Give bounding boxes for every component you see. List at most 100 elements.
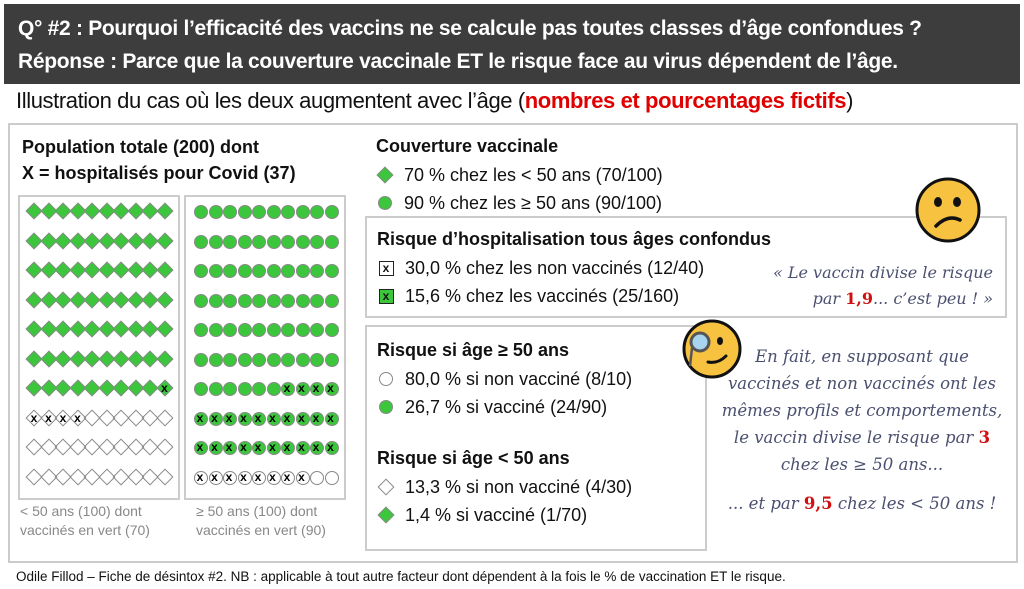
vaccinated-person — [324, 352, 339, 367]
monocle-face-icon — [682, 319, 742, 379]
vaccinated-person-hospitalized — [237, 441, 252, 455]
coverage-section: Couverture vaccinale 70 % chez les < 50 … — [376, 133, 663, 217]
vaccinated-person — [295, 293, 310, 308]
vaccinated-person — [223, 293, 237, 308]
vaccinated-person — [194, 293, 208, 308]
vaccinated-person — [310, 293, 324, 308]
unvaccinated-person-hospitalized — [281, 470, 295, 485]
vaccinated-person — [252, 323, 266, 337]
hospitalized-x-mark: x — [196, 410, 204, 425]
vaccinated-person — [295, 352, 310, 367]
vaccinated-person — [281, 264, 295, 278]
unvaccinated-person — [156, 409, 173, 426]
vaccinated-person-hospitalized — [281, 441, 295, 455]
under50-caption-line1: < 50 ans (100) dont — [20, 503, 142, 519]
unvaccinated-person-hospitalized — [266, 470, 281, 485]
vaccinated-person — [237, 352, 252, 367]
vaccinated-person — [295, 205, 310, 219]
hospitalized-x-mark: x — [298, 440, 305, 454]
under50-risk-unvaccinated: 13,3 % si non vacciné (4/30) — [405, 477, 633, 497]
vaccinated-person — [295, 264, 310, 278]
vaccinated-person — [208, 264, 223, 278]
hospitalized-x-mark: x — [240, 440, 247, 454]
green-circle-icon — [376, 196, 394, 210]
vaccinated-person — [324, 264, 339, 278]
explanation-line2: vaccinés et non vaccinés ont les — [727, 374, 997, 393]
x-mark: x — [378, 260, 394, 276]
population-title: Population totale (200) dont X = hospita… — [22, 134, 296, 186]
title-banner: Q° #2 : Pourquoi l’efficacité des vaccin… — [4, 4, 1020, 84]
vaccinated-person — [252, 264, 266, 278]
quote-value: 1,9 — [845, 289, 873, 308]
vaccinated-person — [223, 352, 237, 367]
under50-risk-title: Risque si âge < 50 ans — [377, 448, 570, 468]
vaccinated-person-hospitalized — [310, 382, 324, 396]
vaccinated-person — [324, 234, 339, 249]
vaccinated-person — [208, 205, 223, 219]
vaccinated-person — [281, 323, 295, 337]
vaccinated-person — [223, 234, 237, 249]
vaccinated-person-hospitalized — [324, 411, 339, 426]
white-circle-icon — [377, 372, 395, 386]
answer-text: Réponse : Parce que la couverture vaccin… — [18, 50, 898, 73]
vaccinated-person-hospitalized — [281, 411, 295, 426]
overall-risk-vaccinated: 15,6 % chez les vaccinés (25/160) — [405, 286, 680, 306]
hospitalized-x-mark: x — [269, 469, 276, 484]
main-panel — [8, 123, 1018, 563]
vaccinated-person-hospitalized — [324, 382, 339, 396]
hospitalized-x-mark: x — [269, 410, 276, 425]
under50-caption-line2: vaccinés en vert (70) — [20, 522, 150, 538]
vaccinated-person — [208, 382, 223, 396]
green-circle-icon — [377, 400, 395, 414]
vaccinated-person — [156, 350, 173, 367]
vaccinated-person — [194, 382, 208, 396]
vaccinated-person — [252, 205, 266, 219]
hospitalized-x-mark: x — [283, 440, 291, 454]
green-diamond-icon — [376, 166, 394, 184]
explanation-line5: chez les ≥ 50 ans... — [780, 455, 944, 474]
hospitalized-x-mark: x — [298, 469, 305, 484]
vaccinated-person — [194, 234, 208, 249]
vaccinated-person — [223, 382, 237, 396]
explanation-line6-post: chez les < 50 ans ! — [837, 494, 997, 513]
hospitalized-x-mark: x — [283, 410, 291, 425]
hospitalized-x-mark: x — [211, 440, 218, 454]
vaccinated-person-hospitalized — [310, 411, 324, 426]
over50-caption-line2: vaccinés en vert (90) — [196, 522, 326, 538]
hospitalized-x-mark: x — [211, 410, 218, 425]
vaccinated-person — [266, 323, 281, 337]
hospitalized-x-mark: x — [327, 381, 334, 395]
explanation-line3: mêmes profils et comportements, — [721, 401, 1003, 420]
vaccinated-person — [252, 382, 266, 396]
over50-risk-vaccinated: 26,7 % si vacciné (24/90) — [405, 397, 608, 417]
vaccinated-person — [194, 352, 208, 367]
hospitalized-x-mark: x — [283, 381, 291, 395]
unvaccinated-person-hospitalized — [295, 470, 310, 485]
vaccinated-person — [266, 352, 281, 367]
explanation-line6-pre: ... et par — [727, 494, 799, 513]
vaccinated-person-hospitalized — [237, 411, 252, 426]
question-text: Q° #2 : Pourquoi l’efficacité des vaccin… — [18, 17, 922, 40]
population-title-line1: Population totale (200) dont — [22, 137, 259, 157]
vaccinated-person-hospitalized — [295, 441, 310, 455]
vaccinated-person — [266, 205, 281, 219]
hospitalized-x-mark: x — [59, 410, 67, 425]
hospitalized-x-mark: x — [225, 469, 233, 484]
vaccinated-person — [252, 293, 266, 308]
vaccinated-person-hospitalized — [223, 411, 237, 426]
ratio-under50: 9,5 — [803, 494, 833, 513]
vaccinated-person — [194, 323, 208, 337]
vaccinated-person-hospitalized — [208, 411, 223, 426]
vaccinated-person — [266, 293, 281, 308]
vaccinated-person — [281, 293, 295, 308]
vaccinated-person — [208, 352, 223, 367]
vaccinated-person-hospitalized — [281, 382, 295, 396]
vaccinated-person-hospitalized — [266, 441, 281, 455]
vaccinated-person — [295, 323, 310, 337]
vaccinated-person — [266, 234, 281, 249]
hospitalized-x-mark: x — [254, 469, 262, 484]
vaccinated-person-hospitalized — [310, 441, 324, 455]
vaccinated-person — [281, 234, 295, 249]
